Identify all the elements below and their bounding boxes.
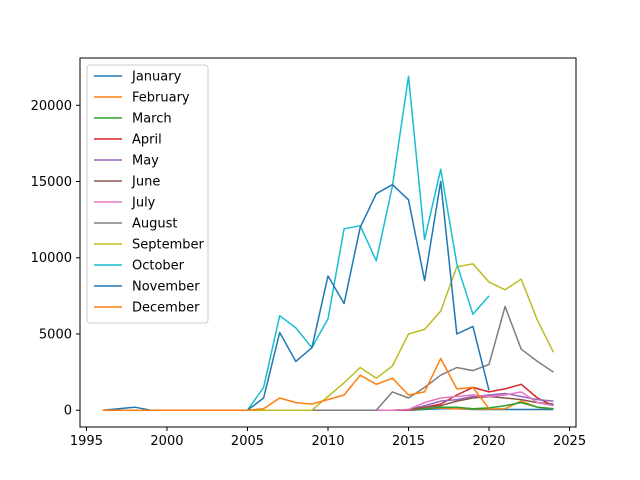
x-tick-label: 1995: [70, 434, 103, 449]
legend-label-november: November: [132, 280, 200, 295]
x-tick-label: 2015: [392, 434, 425, 449]
legend-box: [86, 64, 209, 324]
legend: January February March April May June July Augu…: [86, 64, 209, 324]
y-tick-label: 0: [64, 404, 72, 419]
series-line-december: [102, 357, 490, 411]
legend-label-august: August: [132, 217, 178, 232]
x-tick-label: 2005: [231, 434, 264, 449]
legend-label-april: April: [132, 133, 162, 148]
legend-label-may: May: [132, 154, 159, 169]
legend-label-march: March: [132, 112, 172, 127]
legend-label-july: July: [131, 196, 156, 211]
series-layer: [102, 75, 555, 411]
legend-label-december: December: [132, 301, 200, 316]
y-tick-label: 20000: [31, 99, 72, 114]
legend-label-september: September: [132, 238, 205, 253]
y-tick-label: 15000: [31, 175, 72, 190]
x-tick-label: 2000: [150, 434, 183, 449]
legend-label-october: October: [132, 259, 185, 274]
legend-label-june: June: [131, 175, 160, 190]
x-tick-label: 2020: [472, 434, 505, 449]
x-tick-label: 2010: [311, 434, 344, 449]
legend-label-february: February: [132, 91, 190, 106]
y-axis: 0 5000 10000 15000 20000: [31, 99, 80, 419]
y-tick-label: 10000: [31, 251, 72, 266]
x-axis: 1995 2000 2005 2010 2015 2020 2025: [70, 427, 586, 449]
x-tick-label: 2025: [553, 434, 586, 449]
legend-label-january: January: [131, 70, 182, 85]
y-tick-label: 5000: [39, 327, 72, 342]
